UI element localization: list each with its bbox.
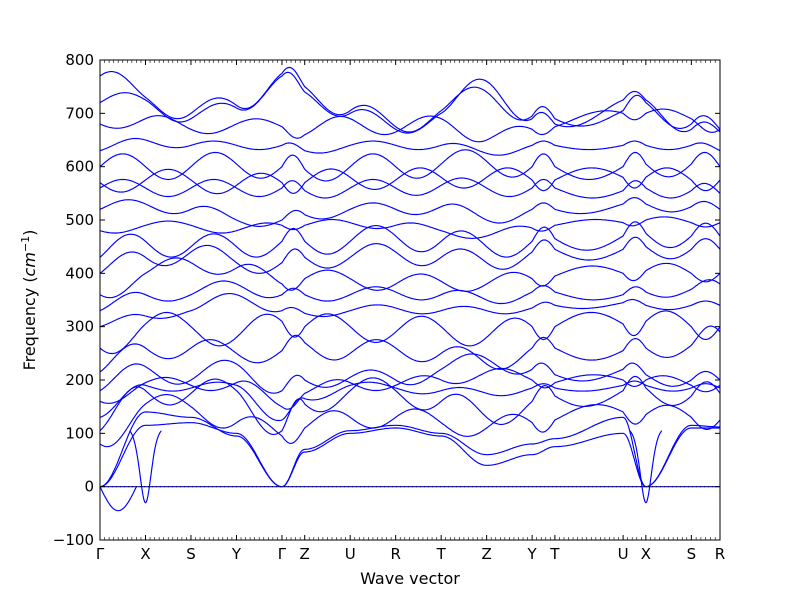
y-tick-label: 200 [65,371,94,389]
band-line [99,71,721,134]
x-tick-label: Γ [278,545,287,563]
band-line [99,137,721,156]
band-line [99,66,721,133]
x-tick-label: X [641,545,651,563]
y-tick-label: 100 [65,424,94,442]
band-line [99,221,721,258]
band-line [99,108,721,143]
x-tick-label: Z [300,545,310,563]
band-line [99,293,721,328]
band-line [99,197,721,227]
band-line [99,216,721,239]
band-line [99,236,721,274]
x-tick-label: S [186,545,196,563]
x-tick-label: Y [527,545,538,563]
x-tick-label: Z [482,545,492,563]
y-axis-label-unit: cm [20,252,39,276]
band-line [99,422,720,488]
phonon-bands [99,66,721,512]
y-tick-label: 500 [65,211,94,229]
plot-frame [99,59,721,541]
x-tick-label: Y [231,545,242,563]
acoustic-dip-band [629,430,663,504]
y-tick-label: 700 [65,104,94,122]
band-line [99,279,721,312]
y-tick-label: 400 [65,264,94,282]
band-line [99,394,721,448]
band-line [99,257,721,299]
y-tick-label: 600 [65,158,94,176]
x-tick-label: X [140,545,150,563]
band-line [99,411,720,488]
band-line [99,367,721,410]
x-tick-label: T [549,545,560,563]
x-tick-label: Γ [96,545,105,563]
x-axis-label: Wave vector [360,569,460,588]
x-tick-label: T [436,545,447,563]
plot-border [99,59,721,541]
band-line [99,375,721,435]
band-line [99,177,721,199]
y-axis-label-exponent: −1 [19,236,32,252]
y-tick-label: 0 [84,478,94,496]
band-line [99,380,721,422]
x-tick-label: U [345,545,356,563]
y-axis-label: Frequency (cm−1) [19,230,39,371]
band-line [99,325,721,373]
y-axis-label-close: ) [20,230,39,236]
x-tick-label: S [687,545,697,563]
band-line [99,149,721,182]
x-tick-label: R [715,545,725,563]
band-line [99,167,721,195]
x-tick-label: U [618,545,629,563]
y-axis-label-text: Frequency ( [20,276,39,370]
band-line [99,310,721,355]
y-tick-label: 300 [65,318,94,336]
band-line [99,353,721,394]
y-axis-ticks: −100 0 100 200 300 400 500 600 700 800 [53,51,720,549]
acoustic-dip-band [129,430,162,504]
y-tick-label: 800 [65,51,94,69]
x-tick-label: R [390,545,400,563]
acoustic-branch-band [99,486,137,512]
y-tick-label: −100 [53,531,94,549]
